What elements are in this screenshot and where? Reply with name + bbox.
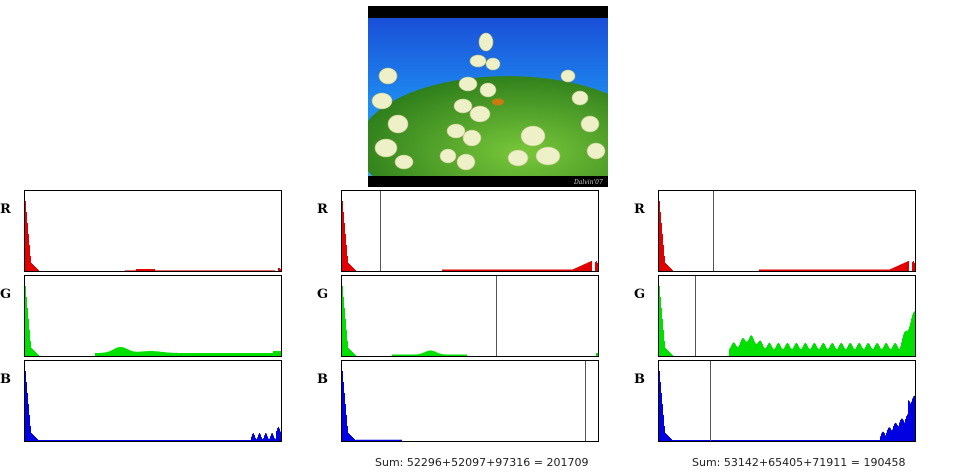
histogram-bars-b <box>659 371 915 441</box>
photo-watermark: Dalvin'07 <box>573 179 603 186</box>
histogram-bars-g <box>342 286 598 356</box>
histogram-box-red <box>658 190 916 272</box>
histogram-bars-g <box>659 286 915 356</box>
histogram-blue-plot <box>25 371 281 441</box>
histogram-row-red: R <box>634 190 924 272</box>
histogram-row-red: R <box>0 190 290 272</box>
channel-label-g: G <box>0 287 12 302</box>
histogram-blue-plot <box>342 361 598 441</box>
histogram-bars-g <box>25 286 281 356</box>
histogram-bars-r <box>25 201 281 271</box>
histogram-red-plot <box>25 201 281 271</box>
histogram-row-blue: B <box>317 360 607 442</box>
histogram-row-blue: B <box>0 360 290 442</box>
histogram-row-green: G <box>0 275 290 357</box>
channel-label-r: R <box>0 202 11 217</box>
sum-readout-panel-2: Sum: 52296+52097+97316 = 201709 <box>375 456 589 469</box>
histogram-red-plot <box>342 191 598 271</box>
histogram-blue-plot <box>659 361 915 441</box>
histogram-box-red <box>341 190 599 272</box>
histogram-bars-b <box>342 371 598 441</box>
histogram-green-plot <box>342 276 598 356</box>
histogram-box-blue <box>341 360 599 442</box>
histogram-box-blue <box>24 360 282 442</box>
histogram-red-plot <box>659 191 915 271</box>
channel-label-g: G <box>317 287 329 302</box>
histogram-row-green: G <box>317 275 607 357</box>
histogram-green-plot <box>25 286 281 356</box>
histogram-green-plot <box>659 276 915 356</box>
histogram-box-green <box>658 275 916 357</box>
channel-label-r: R <box>634 202 645 217</box>
flower-photo-image: Dalvin'07 <box>368 6 608 187</box>
histogram-row-green: G <box>634 275 924 357</box>
sum-readout-panel-3: Sum: 53142+65405+71911 = 190458 <box>692 456 906 469</box>
histogram-box-green <box>24 275 282 357</box>
histogram-row-red: R <box>317 190 607 272</box>
channel-label-b: B <box>0 372 11 387</box>
channel-label-g: G <box>634 287 646 302</box>
histogram-box-blue <box>658 360 916 442</box>
histogram-box-green <box>341 275 599 357</box>
histogram-box-red <box>24 190 282 272</box>
channel-label-b: B <box>317 372 328 387</box>
channel-label-b: B <box>634 372 645 387</box>
channel-label-r: R <box>317 202 328 217</box>
histogram-bars-r <box>659 201 915 271</box>
histogram-bars-b <box>25 371 281 441</box>
histogram-row-blue: B <box>634 360 924 442</box>
source-photo: Dalvin'07 <box>368 6 608 187</box>
